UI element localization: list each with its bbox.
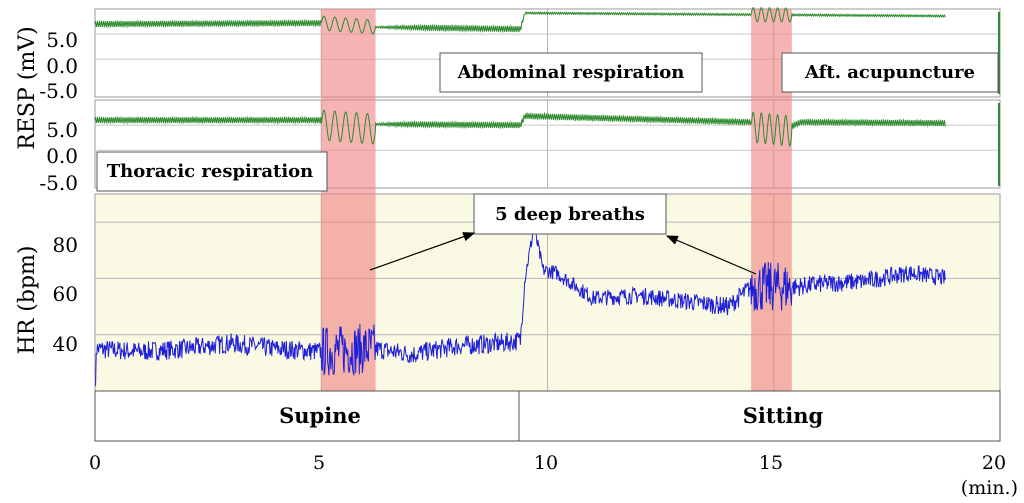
- posture-supine-label: Supine: [279, 403, 361, 428]
- deep-breaths-label: 5 deep breaths: [495, 204, 645, 225]
- shaded-interval-1: [321, 9, 376, 391]
- abdominal-resp-trace: [94, 7, 946, 35]
- thoracic-label-box: [96, 151, 328, 192]
- x-tick-0: 0: [89, 452, 101, 474]
- abdominal-label-box: [439, 52, 703, 93]
- deep-breaths-label-box: [473, 193, 667, 235]
- hr-tick-60: 60: [53, 282, 78, 306]
- deep-breaths-arrow-left: [369, 232, 476, 271]
- resp-abdominal-tick-5: 5.0: [46, 28, 78, 52]
- resp-thoracic-tick-5: 5.0: [46, 118, 78, 142]
- acupuncture-label-box: [781, 52, 999, 93]
- x-tick-5: 5: [313, 452, 325, 474]
- thoracic-resp-trace: [94, 109, 947, 148]
- hr-tick-80: 80: [53, 233, 78, 257]
- hr-axis-label: HR (bpm): [15, 246, 40, 355]
- hr-tick-40: 40: [53, 332, 78, 356]
- posture-band: [94, 390, 1001, 442]
- resp-abdominal-tick-0: 0.0: [46, 54, 78, 78]
- resp-abdominal-tick-neg5: -5.0: [39, 79, 78, 103]
- x-axis-unit-label: (min.): [961, 477, 1018, 499]
- x-tick-15: 15: [759, 452, 783, 474]
- acupuncture-label: Aft. acupuncture: [804, 62, 975, 83]
- posture-sitting-label: Sitting: [743, 403, 824, 428]
- resp-thoracic-tick-neg5: -5.0: [39, 171, 78, 195]
- hr-trace: [95, 227, 947, 386]
- deep-breaths-arrow-right: [665, 235, 757, 275]
- resp-axis-label: RESP (mV): [15, 26, 40, 149]
- x-tick-10: 10: [534, 452, 558, 474]
- deep-breath-shading: [321, 9, 792, 391]
- abdominal-label: Abdominal respiration: [457, 62, 685, 83]
- resp-thoracic-tick-0: 0.0: [46, 144, 78, 168]
- x-tick-20: 20: [982, 452, 1006, 474]
- thoracic-label: Thoracic respiration: [107, 161, 314, 182]
- traces: [94, 7, 947, 386]
